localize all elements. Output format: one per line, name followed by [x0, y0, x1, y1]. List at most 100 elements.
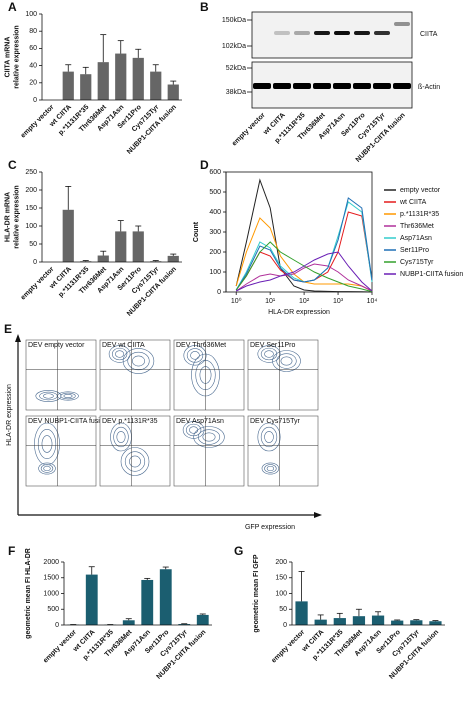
band — [274, 31, 290, 35]
band — [354, 31, 370, 35]
y-tick-label: 80 — [29, 28, 37, 35]
y-tick-label: 400 — [209, 209, 221, 216]
contour — [257, 422, 281, 452]
bar — [333, 618, 346, 625]
bar — [178, 624, 191, 625]
band — [273, 83, 291, 89]
bar — [141, 579, 154, 625]
contour — [186, 348, 204, 363]
contour — [120, 447, 150, 476]
contour — [276, 353, 297, 369]
flow-title: DEV Cys715Tyr — [250, 418, 300, 425]
bar — [115, 231, 127, 262]
y-axis-label: geometric mean FI HLA-DR — [25, 548, 32, 639]
contour — [260, 426, 278, 448]
arrow-head — [15, 334, 21, 342]
x-tick-label: 10³ — [333, 298, 344, 305]
bar — [391, 620, 404, 625]
y-axis-label: relative expression — [13, 25, 20, 88]
panel-letter: F — [8, 544, 15, 558]
contour — [260, 347, 278, 361]
y-tick-label: 300 — [209, 229, 221, 236]
band — [394, 22, 410, 26]
y-axis-label: HLA-DR expression — [6, 384, 13, 446]
contour — [202, 432, 216, 442]
band — [314, 31, 330, 35]
contour — [264, 431, 274, 443]
y-tick-label: 200 — [275, 559, 287, 566]
bar — [97, 62, 109, 100]
band — [253, 83, 271, 89]
x-tick-label: 10² — [299, 298, 310, 305]
bar — [196, 614, 209, 625]
contour — [116, 431, 126, 443]
y-tick-label: 0 — [33, 97, 37, 104]
histogram-line — [235, 251, 373, 292]
y-tick-label: 0 — [283, 622, 287, 629]
y-tick-label: 50 — [279, 606, 287, 613]
bar — [371, 615, 385, 625]
contour — [122, 348, 155, 374]
y-tick-label: 600 — [209, 169, 221, 176]
marker-label: 38kDa — [226, 89, 246, 96]
y-tick-label: 50 — [29, 241, 37, 248]
contour — [280, 356, 293, 366]
legend-label: Ser11Pro — [400, 247, 429, 254]
bar — [80, 74, 92, 100]
y-tick-label: 40 — [29, 62, 37, 69]
band — [333, 83, 351, 89]
y-tick-label: 100 — [25, 223, 37, 230]
histogram-line — [235, 178, 373, 293]
y-tick-label: 100 — [275, 590, 287, 597]
band — [393, 83, 411, 89]
bar — [150, 71, 162, 100]
protein-label: CIITA — [420, 31, 438, 38]
band — [334, 31, 350, 35]
contour — [193, 426, 225, 448]
bar — [167, 84, 179, 100]
bar — [132, 57, 144, 100]
marker-label: 150kDa — [222, 17, 246, 24]
marker-label: 52kDa — [226, 65, 246, 72]
x-tick-label: 10¹ — [265, 298, 276, 305]
contour — [40, 464, 54, 473]
flow-frame — [173, 339, 245, 411]
x-tick-label: 10⁰ — [231, 297, 242, 305]
y-tick-label: 1500 — [43, 575, 59, 582]
lane-label: empty vector — [231, 112, 267, 148]
bar — [167, 255, 179, 262]
contour — [264, 464, 277, 473]
contour — [60, 392, 76, 400]
contour — [183, 345, 207, 366]
band — [353, 83, 371, 89]
y-axis-label: Count — [193, 221, 200, 242]
contour — [111, 347, 128, 361]
contour — [43, 465, 51, 472]
y-axis-label: HLA-DR mRNA — [4, 192, 11, 242]
flow-title: DEV p.*1131R*35 — [102, 418, 158, 425]
contour — [264, 350, 274, 358]
y-tick-label: 200 — [209, 249, 221, 256]
flow-title: DEV NUBP1-CIITA fusion — [28, 418, 108, 425]
legend-label: NUBP1-CIITA fusion — [400, 271, 463, 278]
contour — [190, 351, 200, 360]
bar — [352, 616, 366, 625]
contour — [38, 462, 56, 475]
contour — [197, 429, 221, 445]
flow-frame — [173, 415, 245, 487]
panel-letter: E — [4, 322, 12, 336]
flow-frame — [99, 415, 171, 487]
y-axis-label: geometric mean FI GFP — [253, 554, 260, 633]
bar — [97, 255, 109, 262]
contour — [34, 422, 60, 466]
bar — [159, 569, 172, 625]
y-axis-label: relative expression — [13, 185, 20, 248]
y-tick-label: 1000 — [43, 590, 59, 597]
y-tick-label: 200 — [25, 187, 37, 194]
y-tick-label: 250 — [25, 169, 37, 176]
band — [373, 83, 391, 89]
x-axis-label: GFP expression — [245, 524, 295, 531]
panel-letter: G — [234, 544, 243, 558]
contour — [127, 351, 150, 371]
